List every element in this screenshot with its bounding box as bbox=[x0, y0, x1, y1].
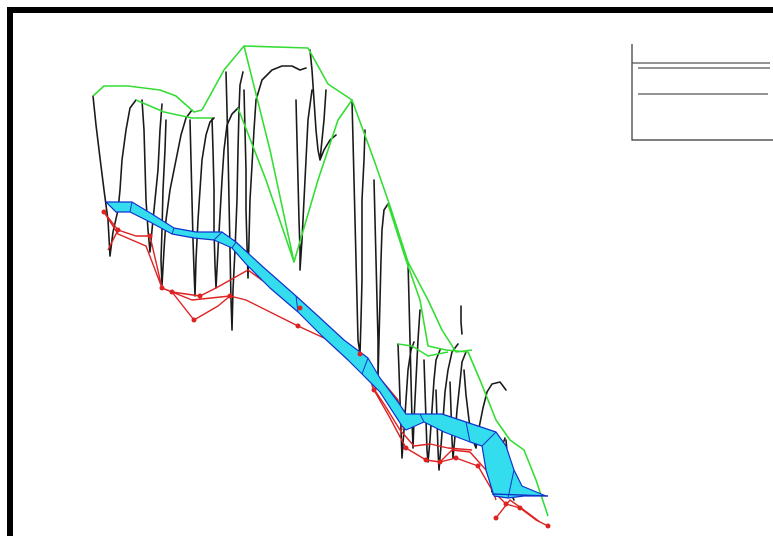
lower-surface-line bbox=[107, 229, 119, 251]
upper-surface-line bbox=[387, 203, 549, 517]
node-marker bbox=[159, 285, 165, 291]
upper-surface-line bbox=[92, 85, 203, 113]
node-marker bbox=[147, 233, 153, 239]
node-marker bbox=[357, 351, 363, 357]
node-marker bbox=[295, 323, 301, 329]
node-marker bbox=[403, 445, 409, 451]
terrain-section bbox=[189, 117, 215, 297]
node-marker bbox=[517, 505, 523, 511]
node-marker bbox=[503, 501, 509, 507]
terrain-section bbox=[225, 71, 244, 331]
terrain-section bbox=[160, 109, 193, 286]
frame-border bbox=[7, 7, 773, 536]
node-marker bbox=[197, 293, 203, 299]
upper-surface-line bbox=[397, 343, 449, 357]
terrain-section bbox=[460, 305, 463, 335]
lower-surface-line bbox=[495, 499, 541, 523]
node-marker bbox=[475, 463, 481, 469]
node-marker bbox=[545, 523, 551, 529]
terrain-section bbox=[309, 49, 337, 161]
terrain-section bbox=[141, 99, 163, 253]
node-marker bbox=[371, 387, 377, 393]
legend-box bbox=[631, 44, 773, 141]
lower-surface-lines bbox=[103, 211, 549, 527]
node-marker bbox=[453, 455, 459, 461]
terrain-section bbox=[211, 107, 239, 289]
node-marker bbox=[493, 515, 499, 521]
terrain-section bbox=[351, 99, 366, 355]
upper-surface-lines bbox=[92, 45, 549, 517]
water-edge-line bbox=[491, 493, 549, 497]
node-marker bbox=[169, 289, 175, 295]
node-marker bbox=[115, 227, 121, 233]
water-surface-upper bbox=[105, 201, 547, 499]
upper-surface-line bbox=[135, 99, 212, 119]
node-marker bbox=[437, 459, 443, 465]
lower-surface-line bbox=[103, 211, 549, 527]
terrain-section bbox=[295, 89, 313, 271]
terrain-section bbox=[373, 179, 389, 379]
terrain-section bbox=[92, 95, 137, 257]
upper-surface-line bbox=[237, 107, 295, 263]
upper-surface-line bbox=[243, 45, 353, 263]
node-marker bbox=[227, 293, 233, 299]
terrain-section bbox=[435, 343, 459, 471]
node-marker bbox=[423, 457, 429, 463]
lower-surface-line bbox=[371, 385, 473, 451]
water-channel bbox=[105, 201, 549, 499]
node-marker bbox=[101, 209, 107, 215]
water-edge-line bbox=[105, 201, 515, 499]
terrain-section bbox=[449, 351, 467, 459]
legend bbox=[631, 44, 773, 141]
upper-surface-line bbox=[201, 45, 473, 353]
terrain-section bbox=[243, 65, 307, 279]
node-markers bbox=[101, 209, 551, 529]
node-marker bbox=[297, 305, 303, 311]
node-marker bbox=[191, 317, 197, 323]
